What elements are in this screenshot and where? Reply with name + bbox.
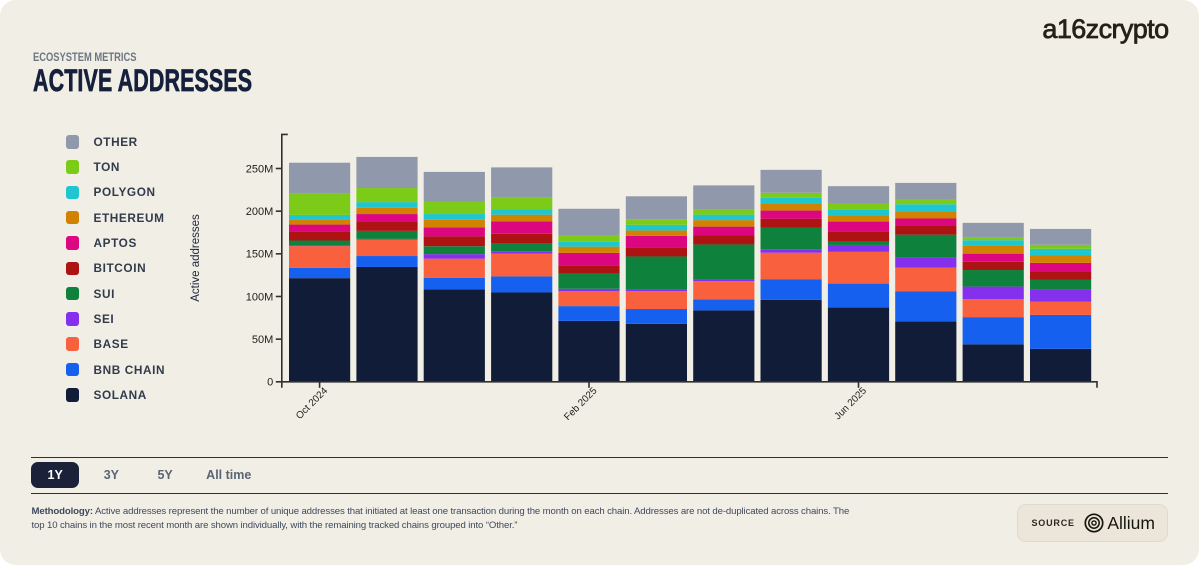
svg-text:150M: 150M [246,249,274,261]
svg-text:100M: 100M [246,291,274,303]
svg-text:250M: 250M [246,163,274,175]
svg-text:0: 0 [267,377,273,389]
svg-text:200M: 200M [246,206,274,218]
svg-text:Feb 2025: Feb 2025 [562,385,600,423]
svg-text:50M: 50M [252,334,273,346]
svg-text:Jun 2025: Jun 2025 [833,385,870,422]
svg-text:Oct 2024: Oct 2024 [294,385,330,421]
